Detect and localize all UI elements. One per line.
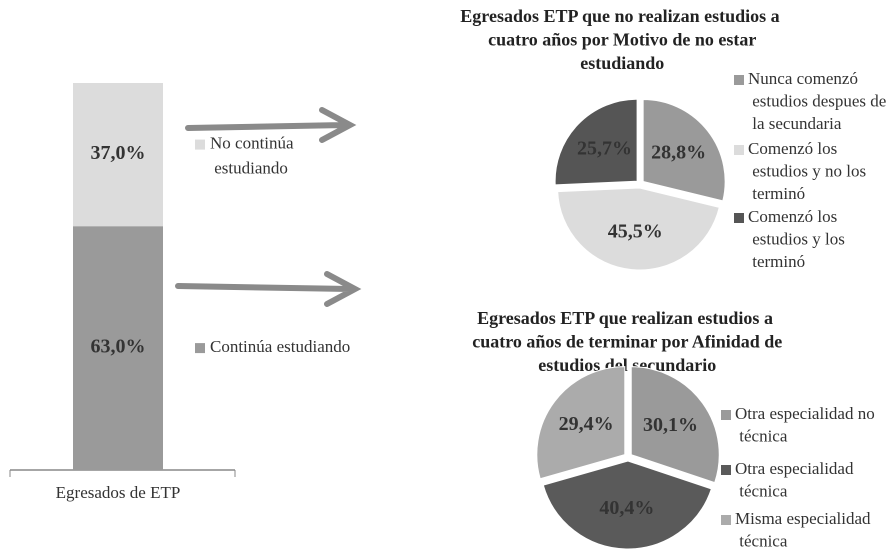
bar-segment: [73, 226, 163, 470]
legend-label: Comenzó los estudios y los terminó: [748, 207, 845, 271]
legend-swatch: [734, 75, 744, 85]
pie-slice: [642, 99, 726, 202]
value-label: 30,1%: [643, 414, 698, 436]
chart-title: Egresados ETP que realizan estudios a cu…: [468, 308, 783, 375]
legend-swatch: [195, 343, 205, 354]
bar-segment: [73, 83, 163, 227]
legend-swatch: [195, 139, 205, 150]
pie-slice: [542, 460, 713, 550]
legend-label: Misma especialidad técnica: [735, 509, 871, 551]
legend-label: Continúa estudiando: [210, 337, 350, 356]
pie-slice: [536, 366, 626, 480]
pie-slice: [630, 366, 720, 484]
value-label: 63,0%: [91, 336, 146, 358]
arrow: [175, 107, 362, 307]
legend-label: Otra especialidad técnica: [735, 459, 854, 501]
legend-swatch: [734, 145, 744, 155]
legend-label: Otra especialidad no técnica: [735, 404, 875, 446]
value-label: 37,0%: [91, 142, 146, 164]
value-label: 45,5%: [608, 220, 663, 242]
value-label: 28,8%: [651, 141, 706, 163]
legend-label: No continúa estudiando: [210, 134, 294, 178]
legend-swatch: [734, 213, 744, 223]
chart-title: Egresados ETP que no realizan estudios a…: [460, 6, 779, 73]
legend-swatch: [721, 410, 731, 420]
legend-swatch: [721, 515, 731, 525]
legend-label: Nunca comenzó estudios despues de la sec…: [748, 69, 886, 133]
x-tick-label: Egresados de ETP: [56, 483, 181, 502]
value-label: 29,4%: [559, 413, 614, 435]
pie-slice: [554, 98, 638, 186]
legend-label: Comenzó los estudios y no los terminó: [748, 139, 866, 203]
pie-slice: [557, 187, 720, 271]
value-label: 40,4%: [599, 497, 654, 519]
value-label: 25,7%: [577, 138, 632, 160]
legend-swatch: [721, 465, 731, 475]
